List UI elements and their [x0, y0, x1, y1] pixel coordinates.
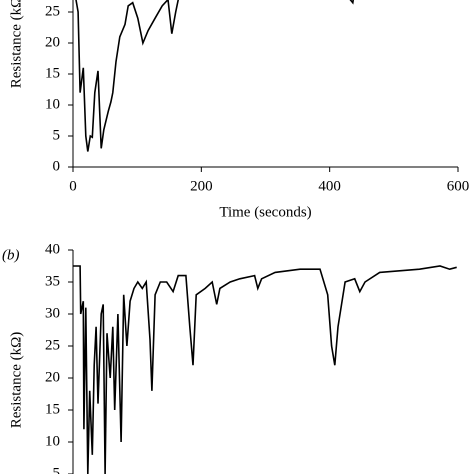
y-tick-label: 10 — [45, 96, 60, 112]
y-tick-label: 25 — [45, 337, 60, 353]
y-axis-label: Resistance (kΩ) — [8, 0, 24, 88]
panel-label: (b) — [2, 247, 20, 263]
x-tick-label: 0 — [69, 178, 77, 194]
x-tick-label: 400 — [318, 178, 341, 194]
y-tick-label: 5 — [53, 465, 61, 474]
y-tick-label: 15 — [45, 401, 60, 417]
y-tick-label: 35 — [45, 273, 60, 289]
y-tick-label: 10 — [45, 433, 60, 449]
y-tick-label: 20 — [45, 369, 60, 385]
x-tick-label: 600 — [447, 178, 470, 194]
y-tick-label: 20 — [45, 34, 60, 50]
y-tick-label: 40 — [45, 241, 60, 257]
y-tick-label: 25 — [45, 3, 60, 19]
y-axis-label: Resistance (kΩ) — [8, 332, 24, 429]
y-tick-label: 5 — [53, 127, 61, 143]
y-tick-label: 0 — [53, 158, 61, 174]
data-line — [75, 0, 355, 152]
y-tick-label: 15 — [45, 65, 60, 81]
x-tick-label: 200 — [190, 178, 213, 194]
data-line — [73, 265, 457, 474]
y-tick-label: 30 — [45, 305, 60, 321]
x-axis-label: Time (seconds) — [219, 204, 311, 220]
